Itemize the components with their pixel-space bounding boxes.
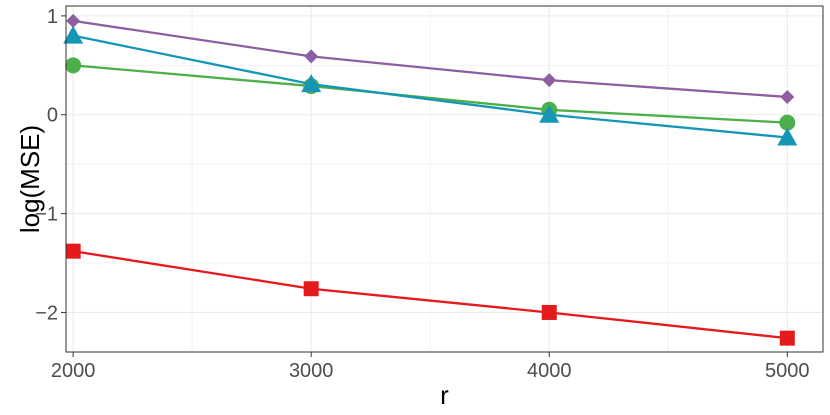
data-point xyxy=(66,13,81,28)
panel-border xyxy=(65,5,824,353)
y-tick-label: −1 xyxy=(35,204,58,226)
x-tick-label: 4000 xyxy=(527,360,572,382)
x-axis-ticks: 2000 3000 4000 5000 xyxy=(51,352,810,382)
data-point xyxy=(304,49,319,64)
x-tick-label: 2000 xyxy=(51,360,96,382)
series-line xyxy=(72,250,788,340)
x-axis-title: r xyxy=(440,380,449,410)
series-diamond xyxy=(66,13,795,104)
y-tick-label: 0 xyxy=(47,105,58,127)
series-triangle xyxy=(63,25,798,146)
series-layer xyxy=(63,13,798,346)
y-tick-label: 1 xyxy=(47,6,58,28)
data-point xyxy=(780,89,795,104)
data-point xyxy=(777,127,798,146)
y-axis-title: log(MSE) xyxy=(15,125,45,233)
data-point xyxy=(542,73,557,88)
series-line xyxy=(72,34,788,139)
data-point xyxy=(539,104,560,123)
data-point xyxy=(301,74,322,93)
series-line xyxy=(73,64,788,124)
y-axis-ticks: −2 −1 0 1 xyxy=(35,6,66,324)
data-point xyxy=(303,281,319,297)
y-tick-label: −2 xyxy=(35,302,58,324)
series-square xyxy=(65,243,795,346)
grid-major xyxy=(66,6,823,352)
grid-minor xyxy=(66,6,823,352)
series-line xyxy=(72,19,788,99)
x-tick-label: 5000 xyxy=(765,360,810,382)
data-point xyxy=(779,114,796,131)
data-point xyxy=(779,330,795,346)
data-point xyxy=(63,25,84,44)
data-point xyxy=(65,243,81,259)
x-tick-label: 3000 xyxy=(289,360,334,382)
data-point xyxy=(65,57,82,74)
data-point xyxy=(541,304,557,320)
